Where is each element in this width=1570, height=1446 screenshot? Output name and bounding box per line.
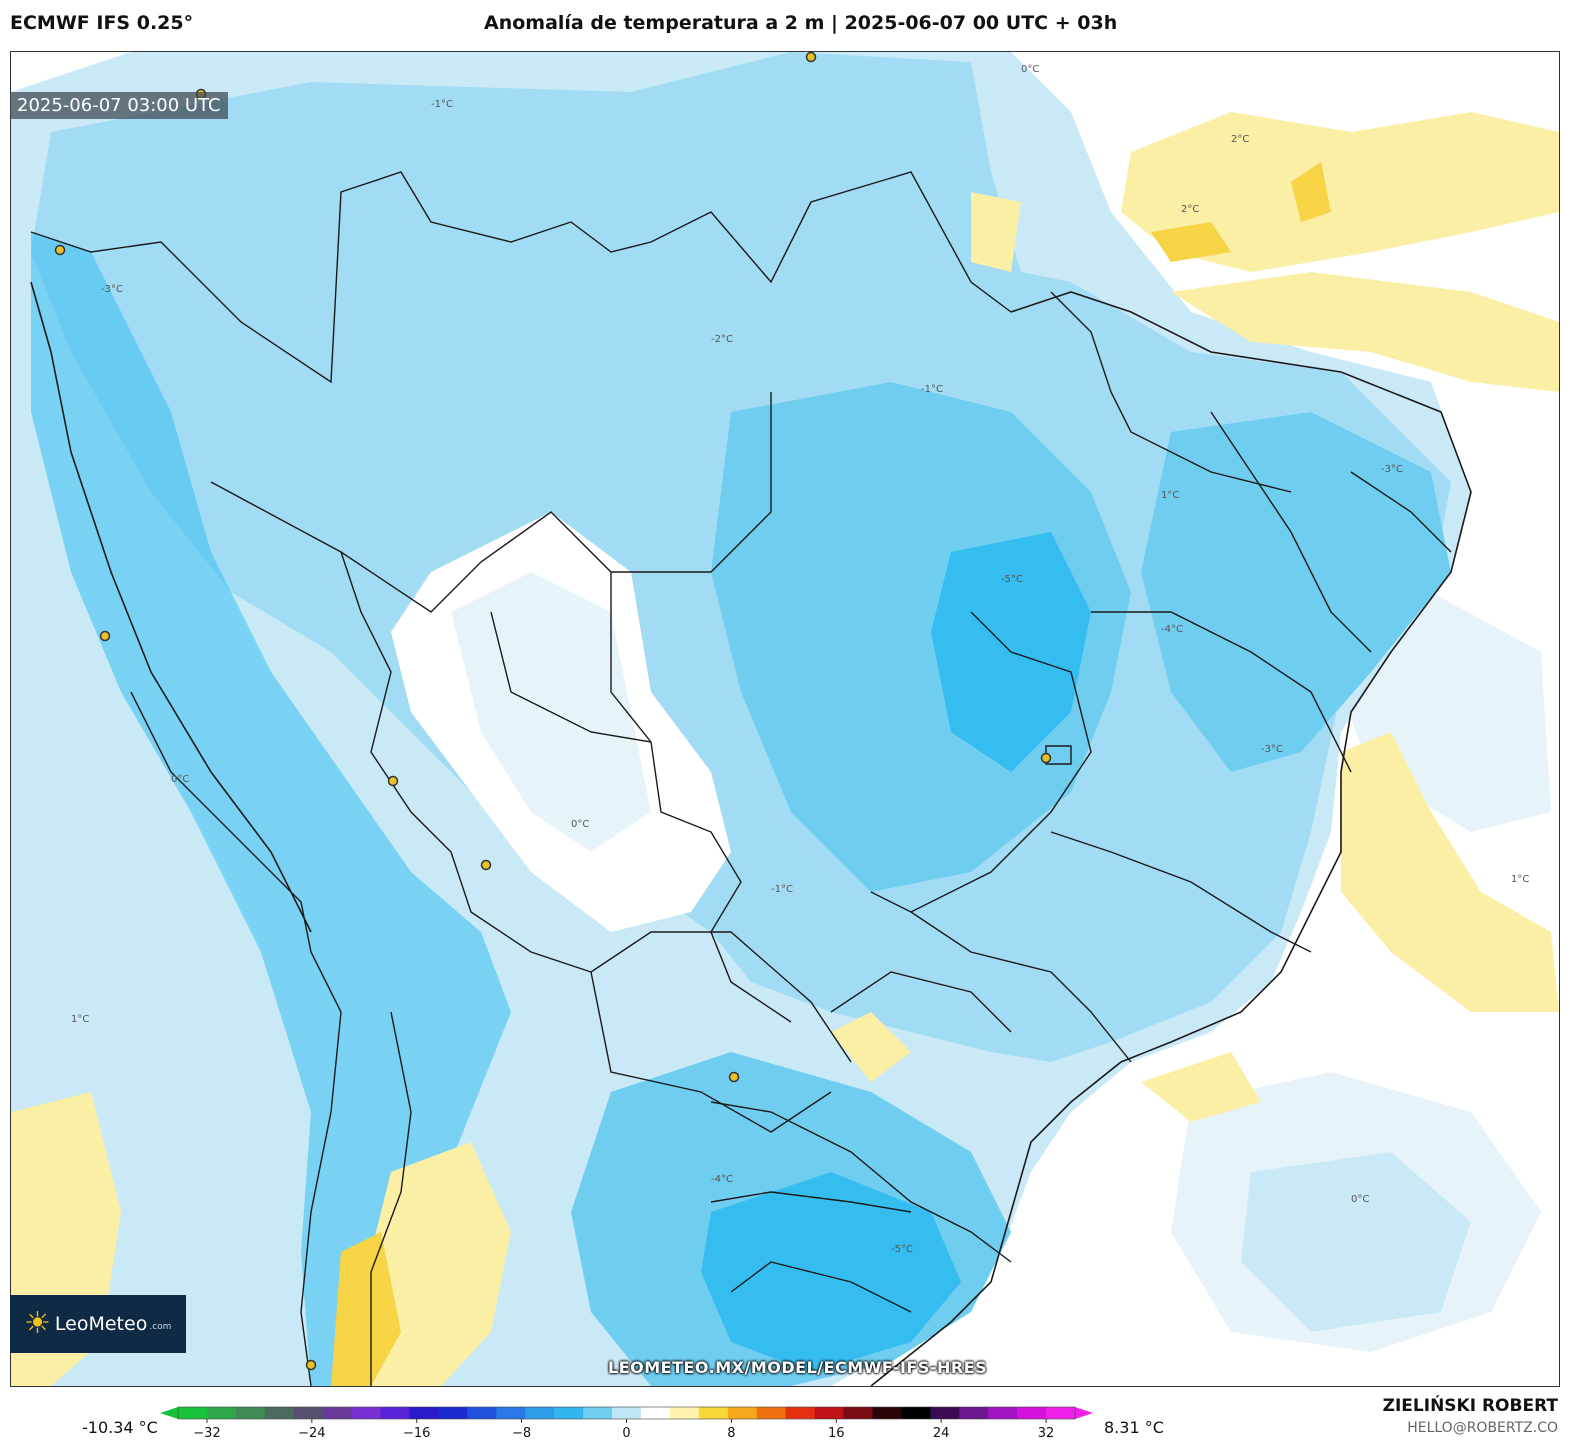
colorbar-segment xyxy=(322,1407,353,1419)
colorbar-max-label: 8.31 °C xyxy=(1104,1418,1164,1437)
logo-domain: .com xyxy=(149,1322,172,1332)
colorbar-segment xyxy=(1017,1407,1047,1419)
colorbar-tick-label: 8 xyxy=(727,1426,735,1441)
colorbar-tick-label: 16 xyxy=(828,1426,845,1441)
contour-label: 0°C xyxy=(171,774,189,785)
city-marker xyxy=(728,1071,740,1083)
contour-label: -4°C xyxy=(1161,624,1183,635)
colorbar-segment xyxy=(235,1407,266,1419)
colorbar-segment xyxy=(901,1407,931,1419)
colorbar-segment xyxy=(756,1407,787,1419)
colorbar-segment xyxy=(496,1407,526,1419)
contour-label: 2°C xyxy=(1231,134,1249,145)
contour-label: -1°C xyxy=(921,384,943,395)
city-marker xyxy=(99,630,111,642)
colorbar-segment xyxy=(814,1407,845,1419)
colorbar-segment xyxy=(264,1407,295,1419)
contour-label: 0°C xyxy=(571,819,589,830)
city-marker xyxy=(480,859,492,871)
colorbar-segment xyxy=(785,1407,816,1419)
city-marker xyxy=(387,775,399,787)
author-email[interactable]: HELLO@ROBERTZ.CO xyxy=(1407,1420,1558,1436)
source-url[interactable]: LEOMETEO.MX/MODEL/ECMWF-IFS-HRES xyxy=(608,1358,988,1377)
city-marker xyxy=(305,1359,317,1371)
colorbar-segment xyxy=(872,1407,902,1419)
contour-label: -1°C xyxy=(771,884,793,895)
colorbar-segment xyxy=(351,1407,382,1419)
colorbar: −32 −24 −16 −8 0 8 16 24 32 xyxy=(160,1406,1093,1441)
colorbar-segment xyxy=(293,1407,324,1419)
colorbar-segment xyxy=(727,1407,758,1419)
city-marker xyxy=(1040,752,1052,764)
colorbar-tick-label: 32 xyxy=(1038,1426,1055,1441)
colorbar-segment xyxy=(178,1407,208,1419)
author-name: ZIELIŃSKI ROBERT xyxy=(1382,1396,1558,1416)
colorbar-segment xyxy=(409,1407,439,1419)
colorbar-arrow-left xyxy=(160,1407,178,1419)
colorbar-segment xyxy=(640,1407,671,1419)
colorbar-tick-label: −32 xyxy=(193,1426,220,1441)
map-title: Anomalía de temperatura a 2 m | 2025-06-… xyxy=(484,12,1118,34)
colorbar-segment xyxy=(554,1407,584,1419)
colorbar-tick-label: −16 xyxy=(403,1426,430,1441)
colorbar-arrow-right xyxy=(1075,1407,1093,1419)
colorbar-segment xyxy=(525,1407,555,1419)
city-marker xyxy=(54,244,66,256)
colorbar-segment xyxy=(669,1407,700,1419)
map-canvas: 0°C -1°C -3°C -2°C -1°C -3°C 1°C -5°C -4… xyxy=(11,52,1559,1386)
logo-name: LeoMeteo xyxy=(54,1313,148,1335)
contour-label: -3°C xyxy=(1381,464,1403,475)
leometeo-logo[interactable]: ☀ LeoMeteo .com xyxy=(10,1295,186,1353)
colorbar-segment xyxy=(843,1407,873,1419)
contour-label: -3°C xyxy=(1261,744,1283,755)
colorbar-segment xyxy=(930,1407,960,1419)
valid-time-badge: 2025-06-07 03:00 UTC xyxy=(10,92,228,119)
contour-label: 1°C xyxy=(1511,874,1529,885)
contour-label: -3°C xyxy=(101,284,123,295)
contour-label: 2°C xyxy=(1181,204,1199,215)
contour-label: 0°C xyxy=(1351,1194,1369,1205)
colorbar-tick-label: −8 xyxy=(512,1426,531,1441)
model-name: ECMWF IFS 0.25° xyxy=(10,12,194,34)
colorbar-segment xyxy=(612,1407,642,1419)
anomaly-map[interactable]: 0°C -1°C -3°C -2°C -1°C -3°C 1°C -5°C -4… xyxy=(10,51,1560,1387)
colorbar-segment xyxy=(206,1407,237,1419)
contour-label: 1°C xyxy=(71,1014,89,1025)
contour-label: -5°C xyxy=(891,1244,913,1255)
colorbar-tick-label: −24 xyxy=(298,1426,325,1441)
colorbar-segment xyxy=(380,1407,410,1419)
colorbar-segment xyxy=(988,1407,1018,1419)
colorbar-segment xyxy=(959,1407,989,1419)
contour-label: -5°C xyxy=(1001,574,1023,585)
colorbar-segment xyxy=(1046,1407,1076,1419)
colorbar-segment xyxy=(698,1407,729,1419)
colorbar-min-label: -10.34 °C xyxy=(82,1418,158,1437)
contour-label: 1°C xyxy=(1161,490,1179,501)
contour-label: -2°C xyxy=(711,334,733,345)
colorbar-segment xyxy=(467,1407,497,1419)
colorbar-tick-label: 24 xyxy=(933,1426,950,1441)
contour-label: -4°C xyxy=(711,1174,733,1185)
sun-icon: ☀ xyxy=(24,1306,51,1341)
city-marker xyxy=(805,52,817,63)
contour-label: 0°C xyxy=(1021,64,1039,75)
colorbar-tick-label: 0 xyxy=(622,1426,630,1441)
contour-label: -1°C xyxy=(431,99,453,110)
colorbar-segment xyxy=(583,1407,613,1419)
colorbar-segment xyxy=(438,1407,468,1419)
